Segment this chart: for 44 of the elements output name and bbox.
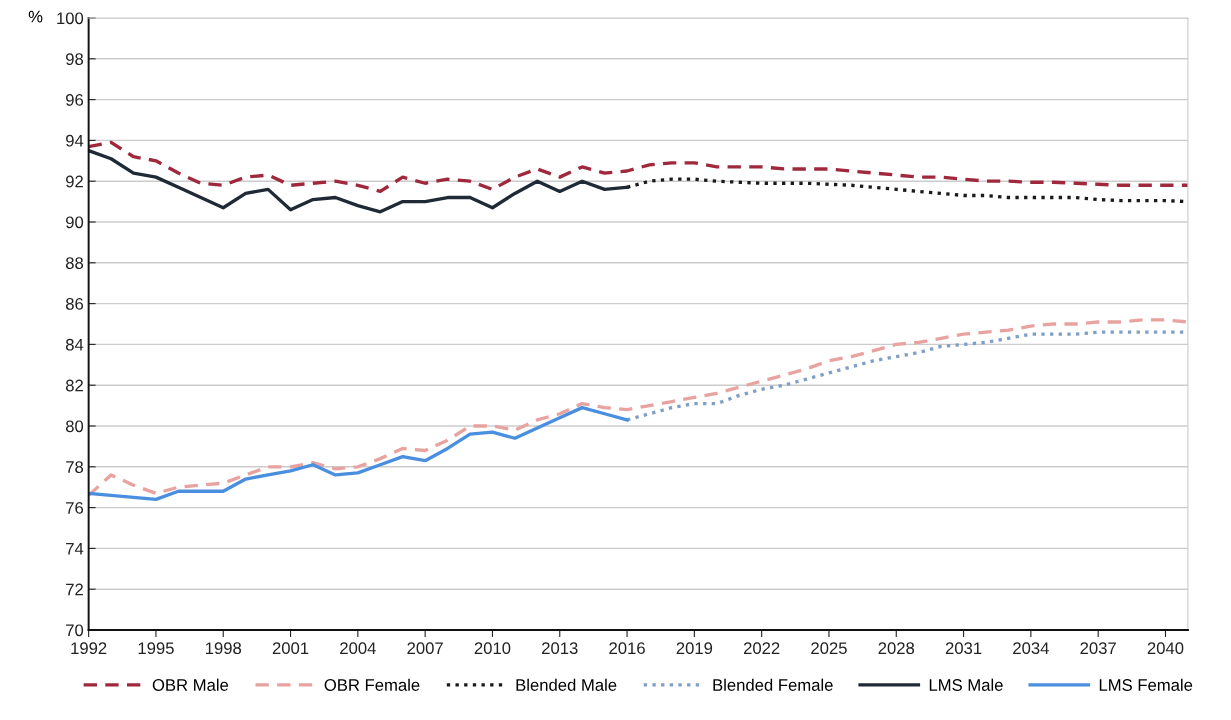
y-tick-label: 74	[66, 542, 84, 555]
y-tick-label: 80	[65, 420, 84, 433]
legend-label: LMS Male	[929, 678, 1003, 691]
y-tick-label: 86	[65, 298, 84, 310]
y-tick-label: 94	[66, 134, 84, 147]
y-tick-label: 70	[66, 624, 84, 637]
y-axis-title: %	[28, 10, 43, 23]
x-tick-label: 2016	[609, 642, 645, 655]
y-tick-label: 100	[57, 12, 84, 25]
x-tick-label: 2013	[542, 642, 578, 655]
y-tick-label: 78	[66, 461, 84, 473]
y-tick-label: 88	[65, 257, 84, 269]
x-tick-label: 1992	[71, 642, 107, 655]
legend-label: Blended Female	[713, 678, 833, 691]
y-tick-label: 82	[65, 379, 83, 392]
legend-label: OBR Female	[324, 678, 420, 691]
x-tick-label: 2037	[1080, 642, 1116, 655]
legend-label: OBR Male	[152, 678, 229, 691]
x-tick-label: 2004	[340, 642, 376, 655]
x-tick-label: 1995	[138, 642, 174, 655]
line-series	[88, 318, 1188, 498]
y-tick-label: 76	[66, 502, 84, 514]
x-tick-label: 2034	[1013, 642, 1049, 655]
y-tick-label: 90	[66, 216, 84, 229]
legend-label: Blended Male	[516, 678, 617, 691]
line-series	[88, 140, 1188, 194]
x-tick-label: 2031	[945, 642, 982, 655]
x-tick-label: 2025	[811, 642, 847, 655]
y-tick-label: 72	[66, 583, 83, 596]
x-tick-label: 2028	[878, 642, 915, 655]
line-series	[88, 148, 629, 214]
x-tick-label: 2019	[676, 642, 713, 655]
y-tick-label: 84	[65, 338, 84, 351]
x-tick-label: 2040	[1147, 642, 1184, 655]
y-tick-label: 98	[66, 53, 84, 65]
line-series	[88, 405, 629, 502]
x-tick-label: 2022	[743, 642, 780, 655]
y-tick-label: 92	[66, 175, 83, 188]
x-tick-label: 1998	[205, 642, 242, 655]
x-tick-label: 2001	[272, 642, 309, 655]
x-tick-label: 2010	[474, 642, 511, 655]
x-tick-label: 2007	[407, 642, 443, 655]
legend-label: LMS Female	[1099, 678, 1193, 691]
y-tick-label: 96	[66, 94, 84, 106]
